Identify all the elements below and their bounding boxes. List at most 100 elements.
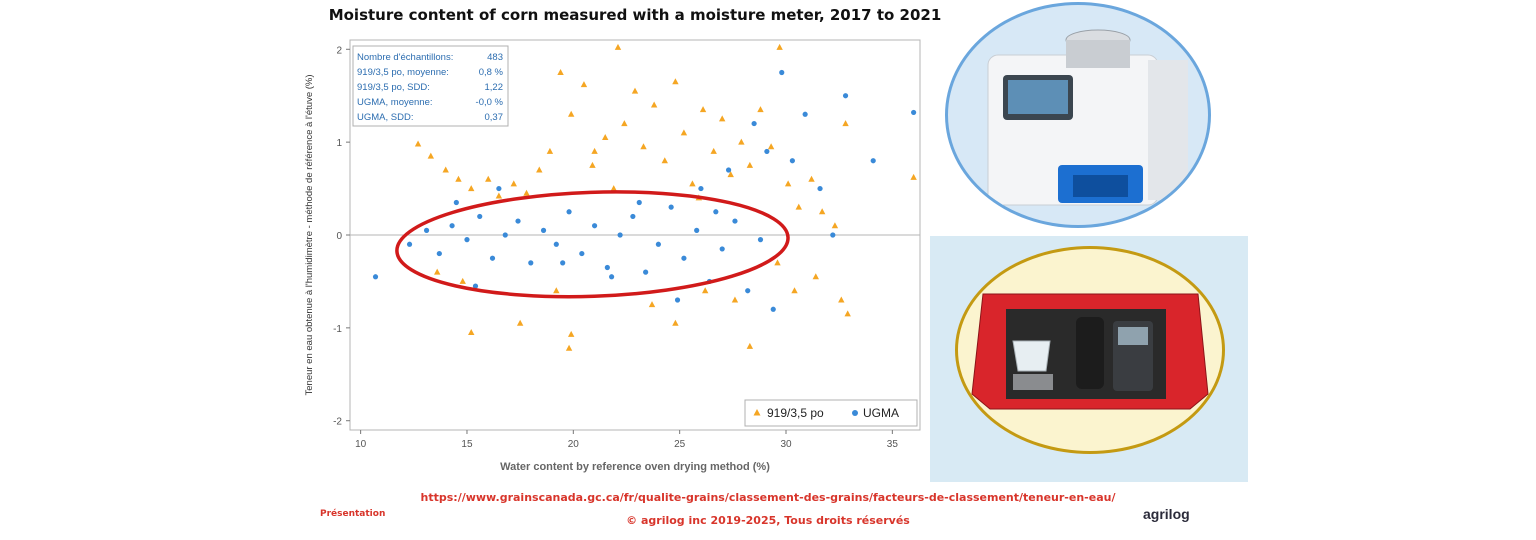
data-point-ugma bbox=[764, 148, 770, 155]
data-point-ugma bbox=[668, 204, 674, 210]
data-point-919 bbox=[536, 166, 543, 173]
data-point-ugma bbox=[604, 264, 610, 271]
data-point-919 bbox=[701, 287, 709, 294]
data-point-919 bbox=[640, 143, 647, 150]
data-point-919 bbox=[838, 296, 845, 303]
data-point-919 bbox=[672, 78, 679, 85]
data-point-919 bbox=[791, 287, 798, 294]
data-point-919 bbox=[567, 110, 575, 117]
data-point-ugma bbox=[732, 218, 738, 224]
data-point-919 bbox=[455, 175, 462, 182]
x-tick-label: 35 bbox=[887, 439, 899, 450]
data-point-919 bbox=[808, 175, 815, 182]
data-point-919 bbox=[553, 287, 560, 294]
brand-logo: agrilog bbox=[1143, 506, 1190, 522]
stats-label: Nombre d'échantillons: bbox=[357, 52, 453, 63]
data-point-919 bbox=[546, 147, 554, 154]
legend-marker-919 bbox=[753, 409, 761, 416]
data-point-919 bbox=[557, 69, 564, 75]
data-point-ugma bbox=[817, 185, 823, 192]
stats-label: UGMA, moyenne: bbox=[357, 97, 433, 108]
data-point-919 bbox=[719, 115, 726, 122]
data-point-919 bbox=[661, 157, 668, 164]
data-point-919 bbox=[746, 342, 754, 349]
y-tick-label: 2 bbox=[336, 45, 342, 56]
data-point-ugma bbox=[453, 199, 459, 206]
data-point-919 bbox=[567, 330, 575, 337]
stats-label: 919/3,5 po, moyenne: bbox=[357, 67, 449, 78]
data-point-919 bbox=[648, 301, 656, 308]
data-point-ugma bbox=[802, 111, 808, 117]
benchtop-moisture-meter-icon bbox=[987, 29, 1188, 206]
data-point-919 bbox=[844, 310, 851, 317]
stats-value: 1,22 bbox=[485, 82, 504, 93]
data-point-919 bbox=[631, 87, 639, 94]
data-point-919 bbox=[614, 43, 622, 50]
y-tick-label: -2 bbox=[333, 417, 342, 428]
data-point-ugma bbox=[713, 209, 719, 215]
data-point-919 bbox=[602, 134, 609, 140]
data-point-ugma bbox=[496, 185, 502, 192]
data-point-919 bbox=[434, 268, 441, 275]
data-point-919 bbox=[516, 319, 524, 326]
data-point-ugma bbox=[636, 199, 642, 206]
data-point-919 bbox=[731, 296, 739, 303]
data-point-919 bbox=[738, 138, 745, 145]
data-point-919 bbox=[459, 277, 466, 284]
presentation-label: Présentation bbox=[320, 509, 386, 519]
data-point-919 bbox=[442, 166, 449, 173]
data-point-ugma bbox=[472, 283, 479, 289]
data-point-ugma bbox=[674, 297, 681, 303]
data-point-ugma bbox=[681, 255, 687, 261]
data-point-ugma bbox=[528, 260, 534, 266]
portable-meter-kit-image bbox=[955, 246, 1225, 454]
stats-label: 919/3,5 po, SDD: bbox=[357, 82, 430, 93]
data-point-ugma bbox=[436, 250, 442, 257]
data-point-ugma bbox=[423, 227, 430, 233]
x-tick-label: 15 bbox=[461, 439, 473, 450]
x-tick-label: 10 bbox=[355, 439, 367, 450]
data-point-919 bbox=[580, 81, 588, 88]
data-point-ugma bbox=[745, 288, 751, 294]
data-point-919 bbox=[680, 129, 688, 136]
data-point-919 bbox=[767, 143, 775, 150]
data-point-ugma bbox=[842, 93, 849, 99]
data-point-ugma bbox=[553, 241, 559, 247]
data-point-919 bbox=[710, 147, 717, 154]
data-point-919 bbox=[910, 173, 917, 180]
data-point-919 bbox=[650, 101, 658, 108]
data-point-ugma bbox=[617, 232, 623, 238]
data-point-ugma bbox=[515, 218, 521, 224]
stats-value: 0,37 bbox=[485, 112, 504, 123]
legend-marker-ugma bbox=[852, 410, 858, 416]
data-point-ugma bbox=[372, 274, 379, 280]
data-point-ugma bbox=[406, 241, 413, 247]
x-tick-label: 30 bbox=[780, 439, 792, 450]
data-point-ugma bbox=[579, 250, 585, 257]
data-point-ugma bbox=[789, 158, 795, 164]
data-point-ugma bbox=[779, 69, 785, 76]
y-tick-label: -1 bbox=[333, 324, 342, 335]
moisture-meter-image bbox=[945, 2, 1211, 228]
data-point-919 bbox=[842, 120, 849, 127]
data-point-919 bbox=[699, 106, 707, 113]
data-point-919 bbox=[774, 259, 781, 266]
data-point-ugma bbox=[477, 213, 483, 220]
data-point-ugma bbox=[464, 237, 470, 243]
data-point-919 bbox=[468, 329, 475, 335]
data-point-919 bbox=[795, 203, 802, 210]
stats-value: -0,0 % bbox=[476, 97, 504, 108]
data-point-919 bbox=[784, 180, 792, 187]
data-point-ugma bbox=[643, 269, 649, 275]
portable-moisture-meter-kit-icon bbox=[971, 293, 1209, 410]
data-point-ugma bbox=[560, 260, 566, 266]
data-point-ugma bbox=[725, 167, 732, 173]
copyright-text: © agrilog inc 2019-2025, Tous droits rés… bbox=[626, 514, 910, 527]
data-point-919 bbox=[621, 120, 628, 127]
data-point-919 bbox=[757, 106, 764, 113]
source-url[interactable]: https://www.grainscanada.gc.ca/fr/qualit… bbox=[420, 491, 1116, 504]
data-point-919 bbox=[727, 171, 734, 178]
legend-label-ugma: UGMA bbox=[863, 406, 899, 420]
stats-value: 0,8 % bbox=[479, 67, 504, 78]
data-point-919 bbox=[746, 161, 754, 168]
